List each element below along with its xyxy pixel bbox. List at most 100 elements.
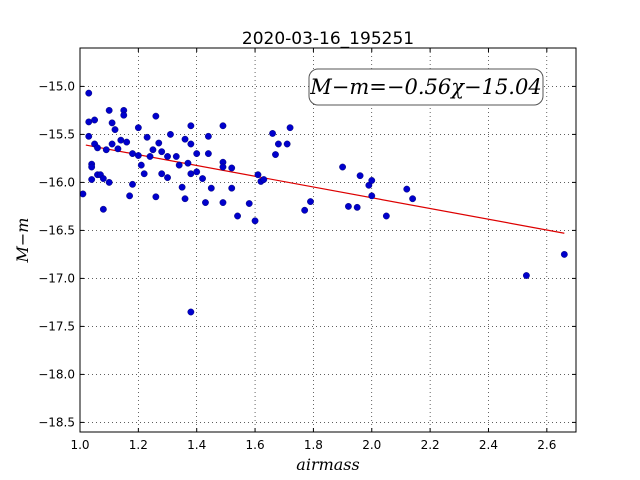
data-point — [164, 153, 171, 160]
data-point — [158, 148, 166, 156]
data-point — [234, 212, 241, 220]
data-point — [193, 150, 201, 158]
x-tick-label: 2.4 — [479, 438, 498, 452]
data-points — [79, 89, 568, 316]
data-point — [99, 175, 107, 182]
x-axis-label: airmass — [296, 455, 359, 474]
x-tick-label: 2.2 — [421, 438, 440, 452]
data-point — [254, 171, 262, 179]
y-tick-label: −16.5 — [38, 223, 75, 237]
data-point — [108, 119, 116, 127]
data-point — [204, 150, 212, 158]
data-point — [137, 161, 145, 169]
data-point — [560, 250, 568, 258]
data-point — [193, 168, 201, 176]
x-tick-label: 1.8 — [304, 438, 323, 452]
y-tick-label: −18.5 — [38, 415, 75, 429]
data-point — [368, 192, 376, 200]
data-point — [187, 308, 195, 316]
data-point — [88, 163, 96, 171]
x-tick-label: 2.0 — [362, 438, 381, 452]
data-point — [204, 132, 212, 140]
data-point — [403, 185, 411, 193]
data-point — [126, 192, 134, 200]
data-point — [251, 217, 259, 225]
data-point — [523, 272, 530, 279]
data-point — [143, 133, 151, 141]
data-point — [187, 140, 195, 148]
grid-lines — [79, 48, 576, 432]
data-point — [105, 178, 113, 186]
data-point — [91, 116, 98, 124]
data-point — [134, 152, 142, 159]
x-tick-label: 2.6 — [537, 438, 556, 452]
data-point — [181, 195, 189, 203]
data-point — [114, 145, 122, 153]
x-axis-ticks: 1.0 1.2 1.4 1.6 1.8 2.0 2.2 2.4 2.6 — [70, 48, 556, 452]
data-point — [149, 146, 157, 154]
data-point — [79, 190, 87, 198]
data-point — [219, 122, 227, 130]
y-axis-label: M−m — [13, 218, 32, 264]
data-point — [219, 163, 227, 171]
data-point — [175, 161, 183, 169]
data-point — [120, 111, 128, 119]
data-point — [274, 140, 282, 148]
data-point — [152, 193, 160, 201]
data-point — [207, 184, 215, 192]
data-point — [108, 140, 116, 148]
data-point — [199, 175, 206, 182]
plot-frame — [79, 47, 577, 433]
x-tick-label: 1.0 — [70, 438, 89, 452]
data-point — [172, 153, 180, 160]
data-point — [167, 130, 174, 138]
data-point — [146, 153, 154, 160]
y-tick-label: −17.5 — [38, 319, 75, 333]
equation-box: M−m=−0.56χ−15.04 — [308, 68, 544, 106]
data-point — [181, 135, 189, 143]
data-point — [353, 203, 361, 211]
data-point — [88, 176, 96, 183]
data-point — [99, 205, 107, 213]
data-point — [111, 126, 119, 134]
data-point — [272, 151, 279, 158]
data-point — [228, 184, 236, 192]
data-point — [117, 136, 125, 144]
chart-title: 2020-03-16_195251 — [242, 29, 414, 49]
data-point — [105, 107, 113, 114]
fit-equation: M−m=−0.56χ−15.04 — [309, 75, 541, 99]
data-point — [102, 146, 110, 154]
data-point — [94, 144, 101, 152]
y-tick-label: −15.5 — [38, 127, 75, 141]
data-point — [152, 112, 160, 120]
data-point — [184, 159, 192, 167]
data-point — [301, 206, 309, 214]
data-point — [129, 180, 136, 188]
y-axis-ticks: −15.0 −15.5 −16.0 −16.5 −17.0 −17.5 −18.0 −18.5 — [38, 79, 576, 429]
data-point — [187, 170, 195, 178]
y-tick-label: −17.0 — [38, 271, 75, 285]
data-point — [140, 170, 148, 178]
data-point — [129, 150, 136, 158]
data-point — [85, 132, 93, 140]
data-point — [164, 174, 171, 182]
y-tick-label: −16.0 — [38, 175, 75, 189]
data-point — [307, 198, 314, 206]
data-point — [85, 89, 93, 97]
data-point — [123, 138, 131, 146]
data-point — [228, 164, 236, 172]
x-tick-label: 1.6 — [246, 438, 265, 452]
data-point — [368, 177, 376, 184]
data-point — [260, 176, 268, 183]
data-point — [245, 200, 253, 207]
data-point — [134, 124, 142, 132]
data-point — [409, 195, 417, 203]
equation-box-border — [308, 68, 544, 106]
y-tick-label: −18.0 — [38, 367, 75, 381]
data-point — [283, 140, 291, 148]
data-point — [85, 118, 93, 126]
data-point — [187, 122, 195, 130]
data-point — [356, 172, 364, 180]
fit-line — [85, 144, 565, 234]
data-point — [178, 183, 186, 191]
